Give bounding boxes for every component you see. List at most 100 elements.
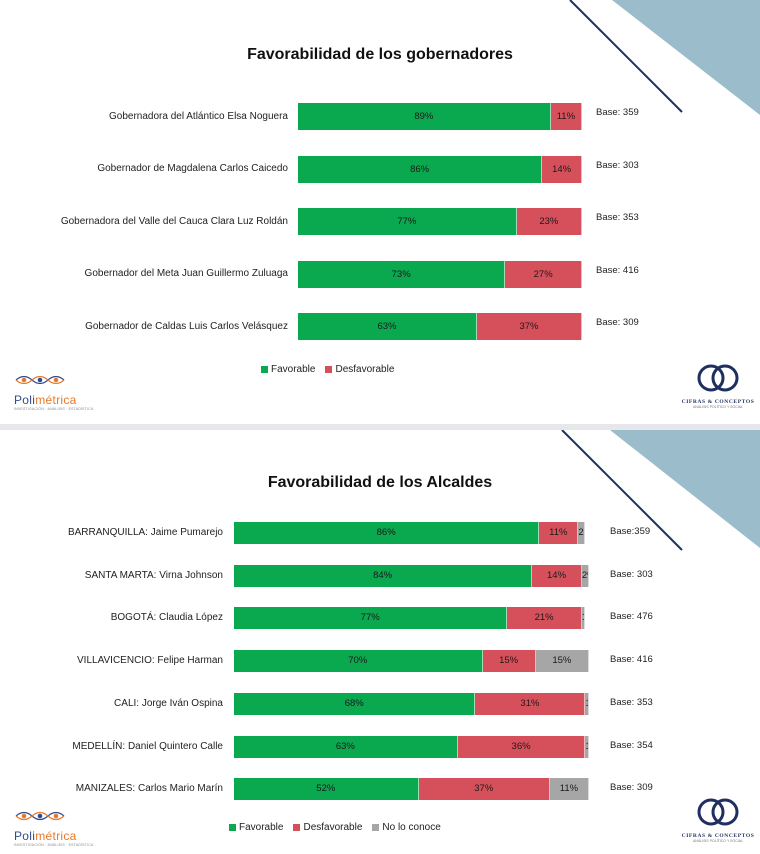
legend-swatch-desfavorable [325,366,333,373]
legend-swatch-favorable [261,366,268,373]
corner-line [561,430,683,551]
data-label: 2% [581,569,588,581]
data-label: 23% [539,216,559,227]
cifras-conceptos-name: CIFRAS & CONCEPTOS [681,399,755,405]
base-label: Base: 476 [610,611,653,623]
mayors-panel: Favorabilidad de los Alcaldes BARRANQUIL… [0,430,760,854]
bar-segment-no-lo-conoce: 15% [535,650,589,673]
polimetrica-emblem-icon [15,375,65,385]
category-label: VILLAVICENCIO: Felipe Harman [77,655,223,667]
corner-line [569,0,683,113]
chart-legend: Favorable Desfavorable No lo conoce [229,822,441,833]
data-label: 1% [585,741,588,752]
data-label: 36% [511,740,531,752]
base-label: Base: 353 [610,696,653,708]
category-label: MANIZALES: Carlos Mario Marín [75,783,223,795]
data-label: 11% [559,783,579,795]
polimetrica-tagline: INVESTIGACIÓN · ANÁLISIS · ESTADÍSTICA [14,843,94,847]
legend-label: Desfavorable [335,364,395,375]
data-label: 14% [552,163,572,175]
data-label: 52% [316,783,336,795]
bar-segment-favorable: 77% [234,607,508,630]
data-label: 37% [474,783,494,795]
category-label: Gobernadora del Valle del Cauca Clara Lu… [60,215,288,227]
bar-segment-favorable: 63% [298,313,477,340]
bar-segment-favorable: 73% [298,260,506,288]
cifras-conceptos-monogram-icon [697,798,739,826]
cifras-conceptos-tagline: ANÁLISIS POLÍTICO Y SOCIAL [692,839,744,843]
bar-segment-favorable: 70% [234,650,483,673]
cifras-conceptos-logo: CIFRAS & CONCEPTOS ANÁLISIS POLÍTICO Y S… [676,362,760,409]
cifras-conceptos-name: CIFRAS & CONCEPTOS [681,833,755,839]
category-label: Gobernador de Magdalena Carlos Caicedo [97,163,288,174]
category-label: Gobernador de Caldas Luis Carlos Velásqu… [85,320,288,332]
data-label: 2% [578,527,584,538]
legend-swatch-no-lo-conoce [372,824,380,831]
polimetrica-tagline: INVESTIGACIÓN · ANÁLISIS · ESTADÍSTICA [14,407,94,411]
data-label: 63% [335,740,355,752]
legend-label: Favorable [239,822,284,833]
base-label: Base: 303 [610,568,653,580]
chart-legend: Favorable Desfavorable [261,364,394,375]
legend-label: No lo conoce [382,822,441,833]
data-label: 77% [360,612,380,624]
cifras-conceptos-logo: CIFRAS & CONCEPTOS ANÁLISIS POLÍTICO Y S… [676,796,760,843]
base-label: Base: 359 [596,107,639,118]
bar-segment-desfavorable: 27% [505,260,582,288]
data-label: 77% [397,216,417,227]
polimetrica-wordmark: Polimétrica [14,393,77,407]
bar-segment-desfavorable: 14% [532,564,582,587]
cifras-conceptos-tagline: ANÁLISIS POLÍTICO Y SOCIAL [692,405,744,409]
data-label: 37% [519,321,539,332]
data-label: 11% [549,527,568,538]
data-label: 15% [499,655,519,667]
category-label: CALI: Jorge Iván Ospina [114,697,223,709]
data-label: 63% [377,321,397,332]
base-label: Base: 353 [596,212,639,223]
bar-segment-desfavorable: 37% [418,778,550,801]
legend-label: Favorable [271,364,316,375]
bar-segment-favorable: 84% [234,564,533,587]
data-label: 86% [410,163,430,175]
bar-segment-desfavorable: 14% [542,155,582,183]
data-label: 89% [414,111,434,122]
legend-item-desfavorable: Desfavorable [325,364,394,375]
legend-label: Desfavorable [303,822,363,833]
bar-segment-desfavorable: 21% [507,607,582,630]
legend-item-favorable: Favorable [261,364,315,375]
data-label: 1% [585,698,588,709]
bar-segment-desfavorable: 11% [550,103,582,130]
bar-segment-favorable: 89% [298,103,551,130]
bar-segment-desfavorable: 23% [516,208,582,235]
data-label: 84% [373,569,393,581]
governors-panel: Favorabilidad de los gobernadores Gobern… [0,0,760,424]
bar-segment-favorable: 63% [234,735,458,758]
polimetrica-emblem-icon [15,811,65,821]
data-label: 21% [534,612,554,624]
data-label: 15% [552,655,572,667]
data-label: 11% [556,111,576,122]
bar-segment-favorable: 77% [298,208,517,235]
bar-segment-no-lo-conoce: 11% [549,778,589,801]
corner-triangle [610,430,760,548]
data-label: 86% [376,527,396,538]
category-label: BOGOTÁ: Claudia López [110,612,223,624]
bar-segment-desfavorable: 31% [475,692,586,715]
bar-segment-desfavorable: 15% [482,650,536,673]
data-label: 70% [348,655,368,667]
base-label: Base: 416 [596,264,639,276]
bar-segment-desfavorable: 11% [539,522,579,544]
cifras-conceptos-monogram-icon [697,364,739,392]
polimetrica-logo: Polimétrica INVESTIGACIÓN · ANÁLISIS · E… [14,808,94,847]
data-label: 27% [533,268,553,280]
data-label: 68% [344,697,364,709]
category-label: BARRANQUILLA: Jaime Pumarejo [67,527,223,538]
corner-decoration [561,430,760,551]
bar-segment-favorable: 52% [234,778,419,801]
corner-triangle [612,0,760,115]
legend-swatch-desfavorable [293,824,301,831]
bar-segment-favorable: 86% [234,522,540,544]
legend-item-no-lo-conoce: No lo conoce [372,822,441,833]
data-label: 73% [391,268,411,280]
bar-segment-desfavorable: 36% [457,735,586,758]
